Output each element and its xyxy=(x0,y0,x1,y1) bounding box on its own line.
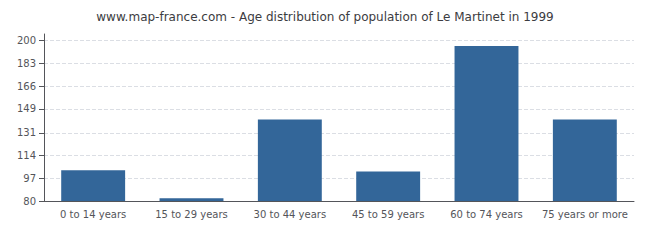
svg-text:0 to 14 years: 0 to 14 years xyxy=(60,209,126,220)
svg-text:www.map-france.com - Age distr: www.map-france.com - Age distribution of… xyxy=(96,10,553,24)
svg-text:200: 200 xyxy=(17,35,36,46)
svg-text:149: 149 xyxy=(17,103,36,114)
svg-text:80: 80 xyxy=(23,196,36,207)
svg-text:75 years or more: 75 years or more xyxy=(542,209,628,220)
svg-text:60 to 74 years: 60 to 74 years xyxy=(450,209,523,220)
svg-text:114: 114 xyxy=(17,150,36,161)
svg-text:15 to 29 years: 15 to 29 years xyxy=(155,209,228,220)
svg-text:166: 166 xyxy=(17,81,36,92)
svg-text:97: 97 xyxy=(23,173,36,184)
svg-text:30 to 44 years: 30 to 44 years xyxy=(254,209,327,220)
svg-text:45 to 59 years: 45 to 59 years xyxy=(352,209,425,220)
svg-text:183: 183 xyxy=(17,58,36,69)
svg-text:131: 131 xyxy=(17,127,36,138)
